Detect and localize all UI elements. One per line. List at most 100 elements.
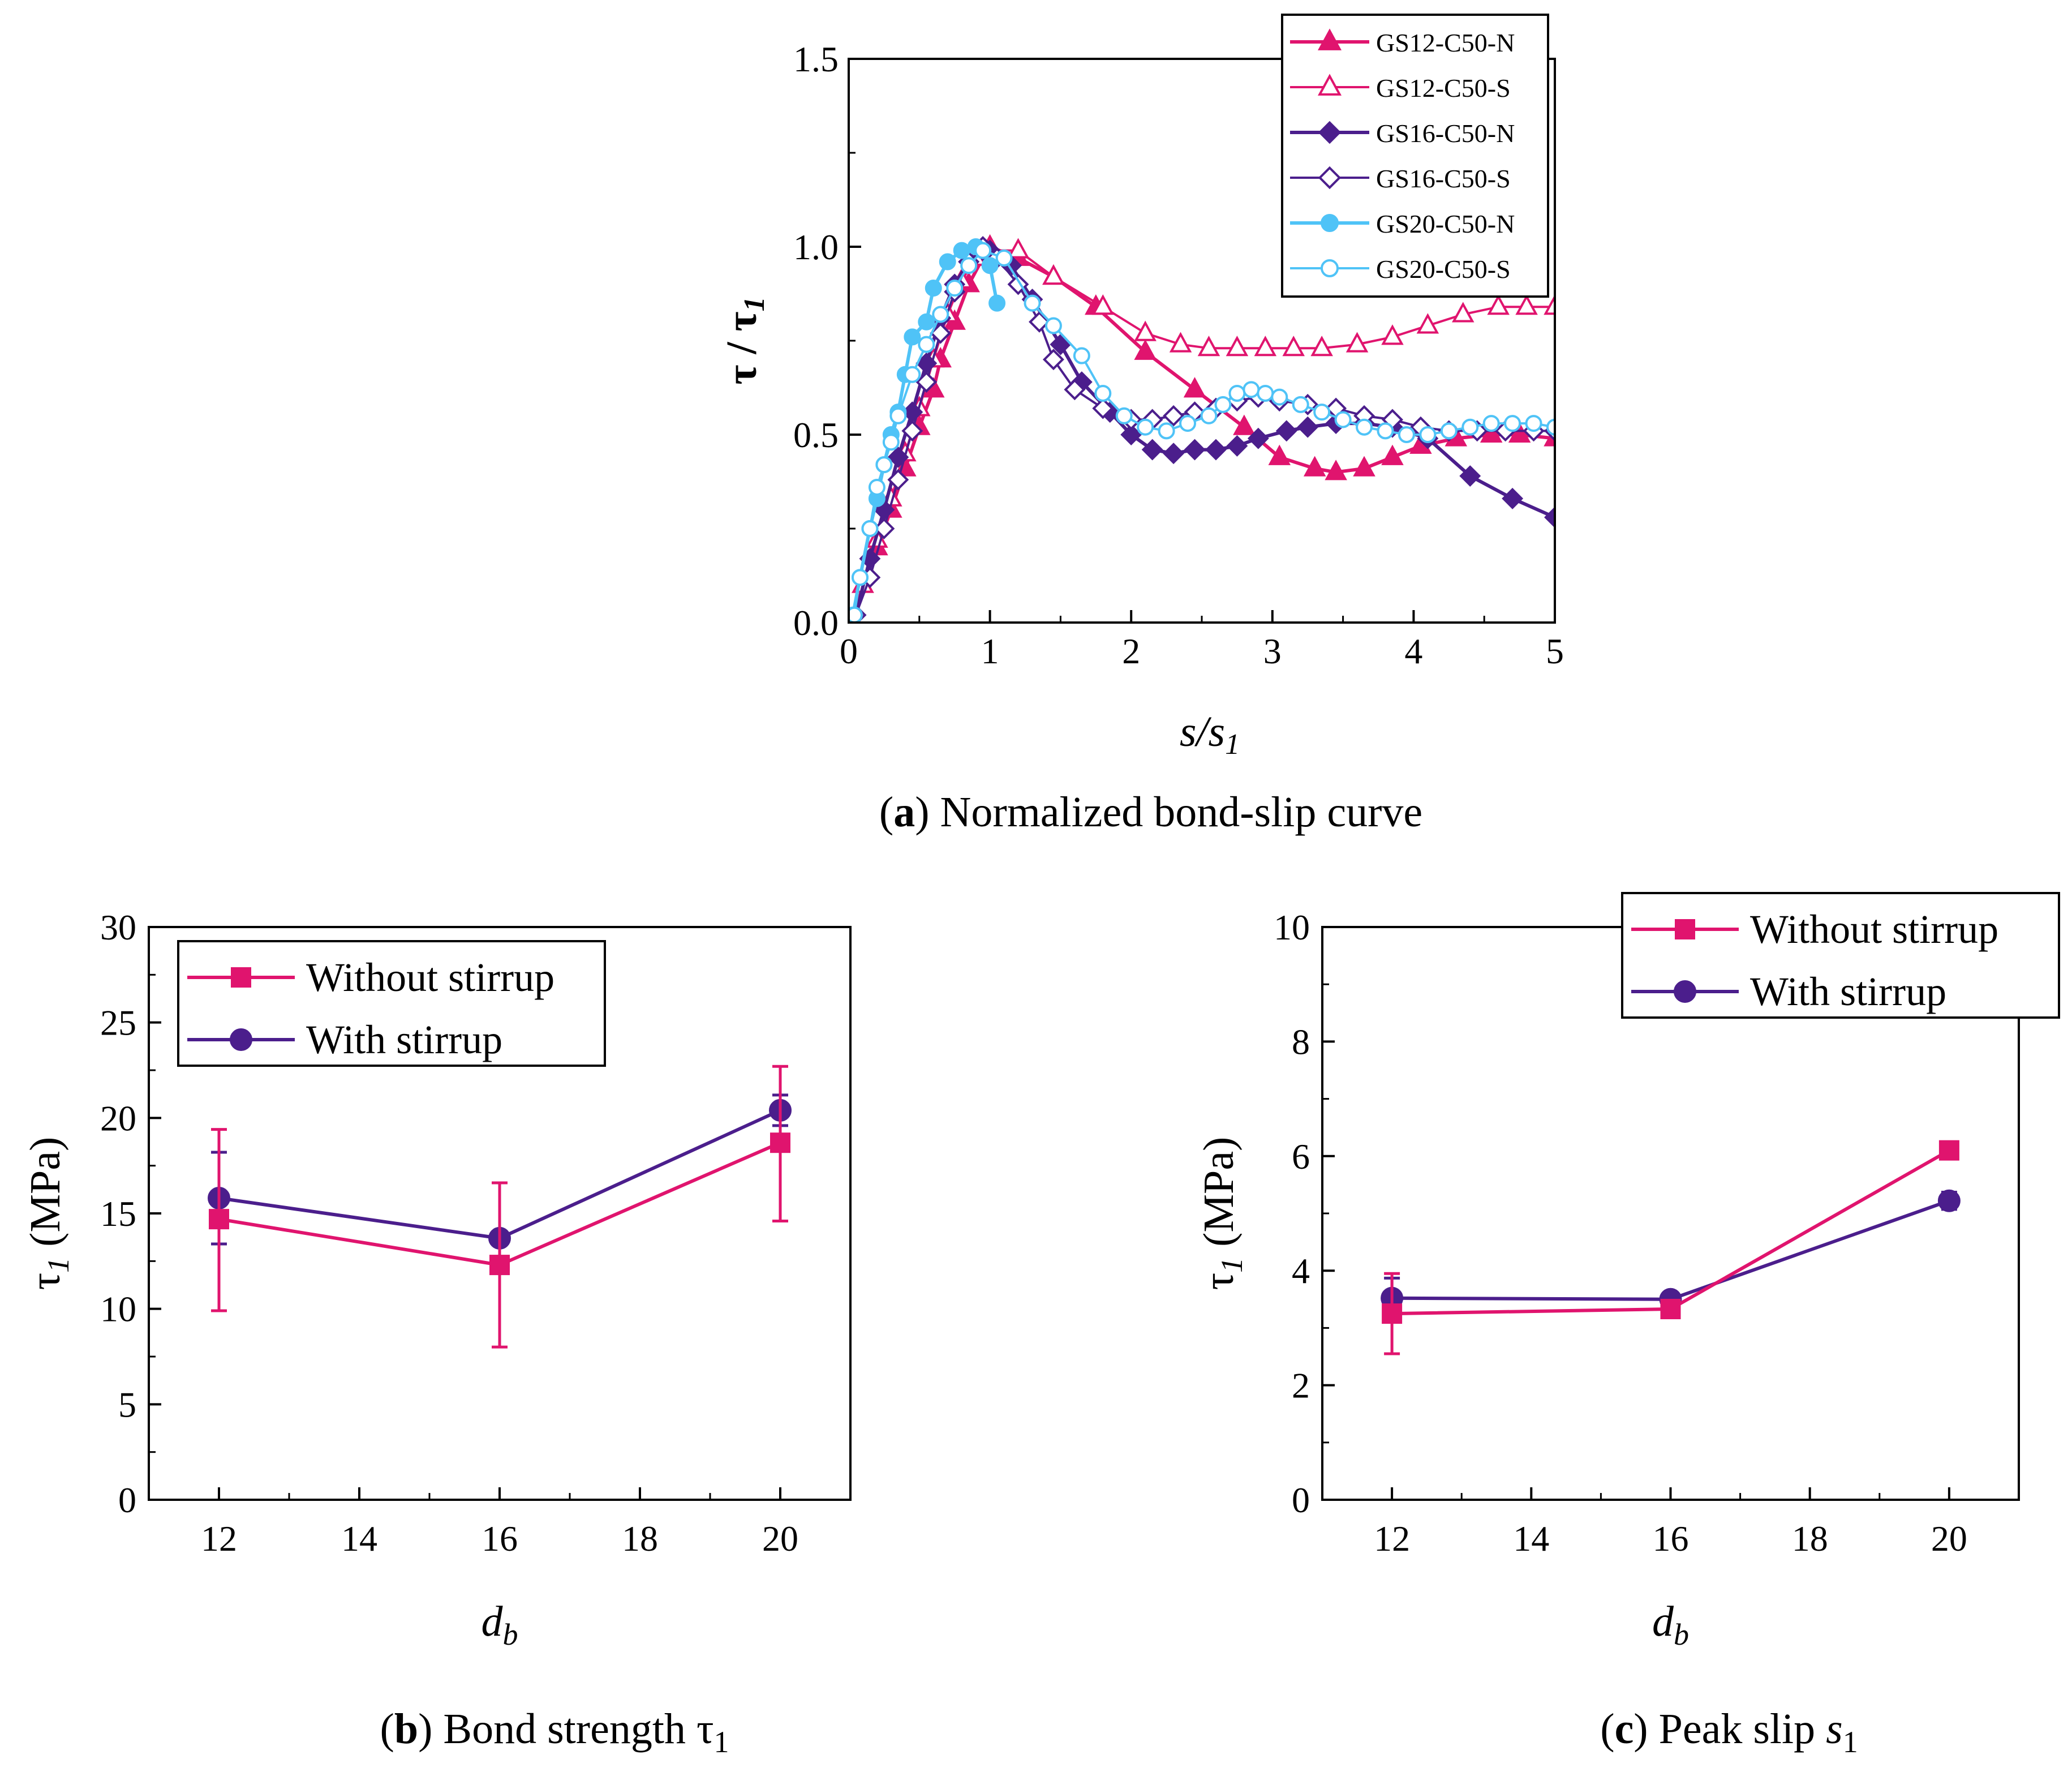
data-point (1398, 426, 1415, 443)
caption-b: (b) Bond strength τ1 (380, 1705, 729, 1759)
legend-item-gs20-c50-n: GS20-C50-N (1290, 209, 1515, 238)
data-point (1024, 294, 1041, 312)
x-tick-label: 12 (201, 1518, 237, 1559)
x-tick-label: 20 (762, 1518, 798, 1559)
x-tick-label: 3 (1263, 631, 1282, 671)
data-point (873, 518, 895, 539)
caption-letter: c (1615, 1705, 1634, 1753)
legend-label: Without stirrup (306, 955, 554, 1000)
x-axis-title-sub: b (503, 1617, 518, 1651)
data-point (939, 253, 956, 271)
legend: Without stirrup With stirrup (177, 940, 606, 1067)
data-point (1233, 414, 1256, 435)
y-tick-label: 30 (100, 907, 136, 947)
data-point (901, 420, 923, 442)
legend-item-gs16-c50-n: GS16-C50-N (1290, 119, 1515, 148)
data-point (1247, 427, 1269, 449)
data-point (1313, 404, 1331, 421)
data-point (918, 313, 935, 331)
y-axis-title-sub: 1 (738, 297, 771, 311)
data-point (1050, 333, 1072, 355)
x-tick-label: 18 (1792, 1518, 1828, 1559)
x-tick-label: 20 (1931, 1518, 1967, 1559)
data-point (1502, 487, 1524, 509)
x-tick-label: 12 (1374, 1518, 1410, 1559)
data-point (868, 478, 885, 496)
y-axis-title-main: τ / τ (718, 311, 766, 384)
series-line (1392, 1199, 1950, 1301)
data-point (1064, 379, 1086, 401)
data-point (889, 407, 907, 424)
x-tick-label: 4 (1404, 631, 1422, 671)
data-point (974, 242, 992, 259)
legend-marker (1318, 166, 1342, 190)
data-point (887, 469, 909, 491)
data-point (875, 456, 893, 474)
x-tick-label: 14 (1513, 1518, 1549, 1559)
y-tick-label: 10 (1274, 907, 1310, 947)
data-point (960, 257, 978, 274)
legend-item-gs20-c50-s: GS20-C50-S (1290, 255, 1511, 284)
legend-marker (1674, 980, 1696, 1003)
y-tick-label: 5 (118, 1384, 136, 1424)
caption-math: s (1826, 1705, 1843, 1753)
x-tick-label: 1 (981, 631, 999, 671)
data-point (882, 434, 900, 451)
y-tick-label: 0 (1292, 1480, 1310, 1520)
data-point (918, 336, 935, 353)
y-tick-label: 0.0 (793, 603, 839, 643)
x-axis-title-main: d (1652, 1598, 1674, 1645)
legend-item-without-stirrup: Without stirrup (187, 955, 554, 1000)
caption-sub: 1 (713, 1725, 729, 1759)
series-line (851, 244, 1555, 623)
data-point (1205, 439, 1227, 461)
data-point (930, 322, 952, 344)
data-point (1937, 1189, 1961, 1212)
data-point (1042, 264, 1065, 285)
data-point (1310, 336, 1333, 357)
data-point (1226, 336, 1249, 357)
legend-item-gs16-c50-s: GS16-C50-S (1290, 164, 1511, 193)
legend-item-with-stirrup: With stirrup (187, 1017, 502, 1062)
x-axis-title-main: d (482, 1598, 504, 1645)
legend-label: Without stirrup (1750, 907, 1998, 952)
caption-c: (c) Peak slip s1 (1600, 1705, 1858, 1759)
data-point (1197, 336, 1220, 357)
data-point (1440, 422, 1458, 440)
data-point (1525, 415, 1542, 432)
data-point (1487, 294, 1510, 315)
legend-label: With stirrup (1750, 969, 1946, 1014)
y-axis-title-unit: (MPa) (1195, 1137, 1243, 1258)
data-point (1292, 396, 1309, 413)
y-axis-title-sub: 1 (1215, 1258, 1249, 1273)
data-point (1377, 422, 1394, 440)
data-point (1381, 324, 1404, 345)
caption-a: (a) Normalized bond-slip curve (879, 788, 1422, 836)
data-point (1226, 435, 1248, 457)
legend-label: GS12-C50-N (1376, 28, 1515, 57)
data-point (1044, 317, 1062, 334)
data-point (1091, 294, 1115, 315)
data-point (988, 294, 1006, 312)
data-point (1660, 1299, 1681, 1320)
y-axis-title-main: τ (22, 1273, 69, 1290)
x-axis-title: s/s1 (1180, 708, 1240, 761)
data-point (1461, 418, 1479, 436)
data-point (1508, 422, 1531, 443)
series-without-stirrup (1382, 1140, 1959, 1355)
data-point (1169, 332, 1192, 353)
data-point (1459, 465, 1481, 487)
series-without-stirrup (209, 1065, 790, 1349)
x-axis-title-sub: 1 (1225, 728, 1240, 761)
legend-label: GS12-C50-S (1376, 74, 1511, 102)
data-point (861, 520, 879, 537)
data-point (1356, 418, 1373, 436)
data-point (1163, 405, 1185, 427)
caption-text: ) Peak slip (1633, 1705, 1826, 1753)
data-point (1094, 384, 1112, 402)
data-point (1268, 444, 1291, 465)
data-point (1228, 384, 1246, 402)
data-point (904, 328, 921, 346)
caption-paren: ( (380, 1705, 394, 1753)
